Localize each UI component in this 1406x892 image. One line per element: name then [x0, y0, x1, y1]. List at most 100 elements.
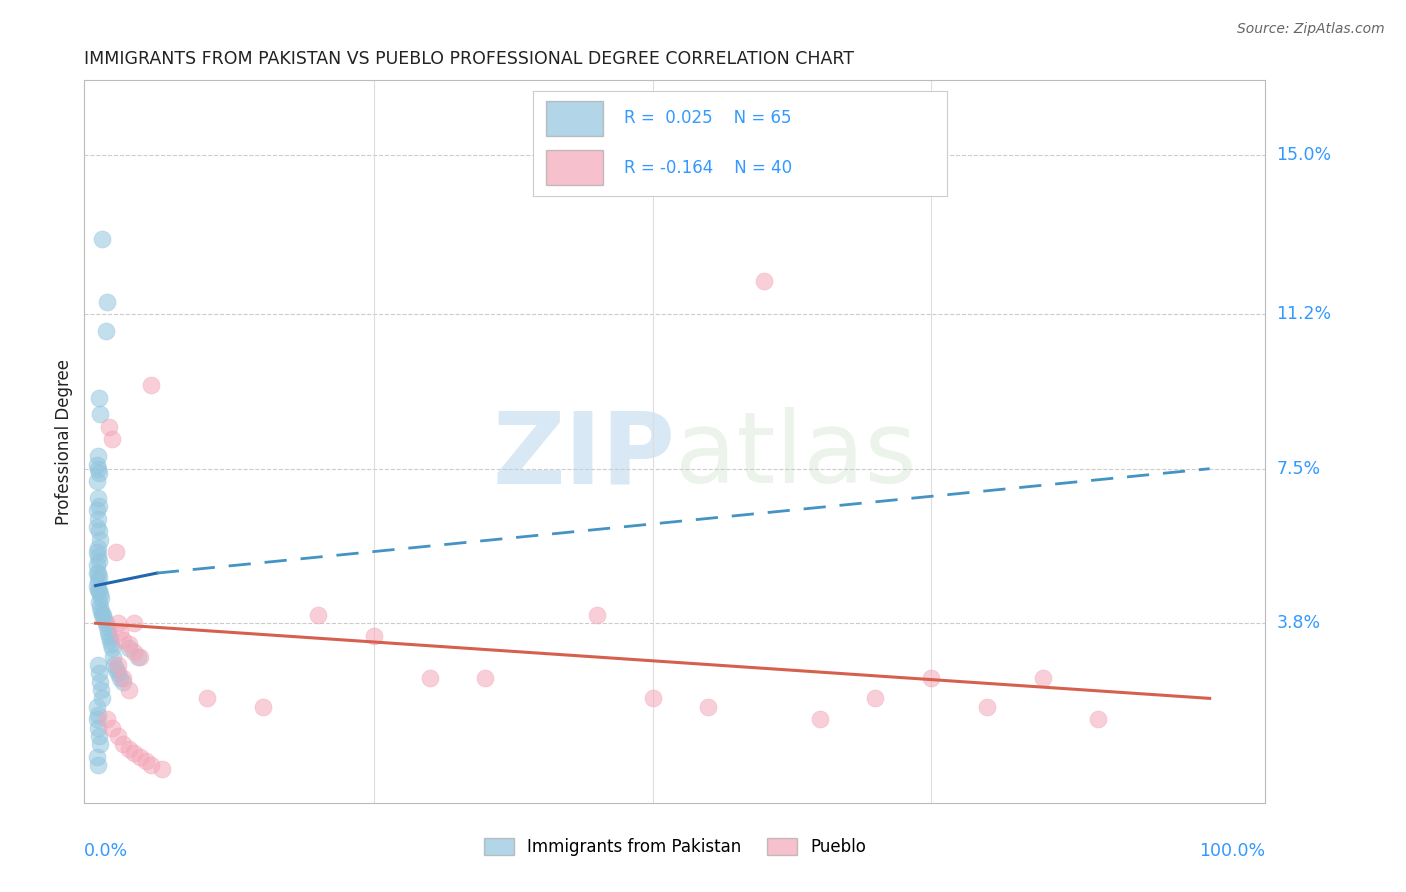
Point	[1087, 712, 1109, 726]
Point	[96, 712, 118, 726]
Point	[87, 449, 110, 463]
Point	[87, 566, 110, 580]
Point	[141, 758, 163, 772]
Point	[118, 741, 141, 756]
Point	[97, 420, 120, 434]
Point	[89, 737, 111, 751]
Point	[86, 474, 108, 488]
Point	[129, 649, 152, 664]
Point	[87, 657, 110, 672]
Point	[107, 729, 129, 743]
Point	[89, 587, 111, 601]
Point	[474, 671, 496, 685]
Point	[87, 708, 110, 723]
Point	[87, 541, 110, 555]
Point	[100, 637, 122, 651]
Point	[112, 737, 135, 751]
Point	[94, 324, 117, 338]
Point	[307, 607, 329, 622]
Point	[87, 729, 110, 743]
Point	[87, 391, 110, 405]
Point	[87, 512, 110, 526]
Point	[363, 629, 385, 643]
Point	[90, 683, 112, 698]
Text: ZIP: ZIP	[492, 408, 675, 505]
Point	[87, 466, 110, 480]
Point	[108, 624, 131, 639]
Point	[118, 641, 141, 656]
Point	[87, 461, 110, 475]
Point	[86, 749, 108, 764]
Point	[107, 616, 129, 631]
Point	[118, 683, 141, 698]
Text: 100.0%: 100.0%	[1199, 842, 1265, 860]
Point	[104, 545, 127, 559]
Point	[97, 629, 120, 643]
Point	[87, 666, 110, 681]
Point	[129, 749, 152, 764]
Y-axis label: Professional Degree: Professional Degree	[55, 359, 73, 524]
Point	[865, 691, 887, 706]
Point	[104, 662, 127, 676]
Point	[697, 699, 720, 714]
Point	[91, 607, 114, 622]
Point	[101, 721, 124, 735]
Point	[112, 674, 135, 689]
Point	[87, 570, 110, 584]
Point	[641, 691, 664, 706]
Point	[87, 491, 110, 505]
Point	[86, 699, 108, 714]
Point	[586, 607, 609, 622]
Text: 15.0%: 15.0%	[1277, 146, 1331, 164]
Point	[87, 595, 110, 609]
Point	[87, 721, 110, 735]
Point	[141, 378, 163, 392]
Point	[103, 657, 125, 672]
Point	[86, 558, 108, 572]
Point	[86, 520, 108, 534]
Point	[86, 566, 108, 580]
Point	[96, 620, 118, 634]
Point	[1032, 671, 1054, 685]
Point	[94, 616, 117, 631]
Point	[89, 533, 111, 547]
Point	[419, 671, 441, 685]
Point	[108, 671, 131, 685]
Point	[87, 582, 110, 597]
Text: 7.5%: 7.5%	[1277, 459, 1320, 478]
Text: 3.8%: 3.8%	[1277, 615, 1320, 632]
Point	[90, 604, 112, 618]
Point	[87, 574, 110, 589]
Point	[101, 433, 124, 447]
Point	[91, 232, 114, 246]
Point	[86, 458, 108, 472]
Point	[96, 294, 118, 309]
Point	[195, 691, 218, 706]
Point	[87, 758, 110, 772]
Point	[808, 712, 831, 726]
Text: atlas: atlas	[675, 408, 917, 505]
Point	[86, 579, 108, 593]
Point	[87, 524, 110, 539]
Point	[101, 641, 124, 656]
Text: 0.0%: 0.0%	[84, 842, 128, 860]
Point	[112, 632, 135, 647]
Point	[87, 500, 110, 514]
Point	[124, 645, 146, 659]
Point	[124, 616, 146, 631]
Legend: Immigrants from Pakistan, Pueblo: Immigrants from Pakistan, Pueblo	[477, 831, 873, 863]
Text: IMMIGRANTS FROM PAKISTAN VS PUEBLO PROFESSIONAL DEGREE CORRELATION CHART: IMMIGRANTS FROM PAKISTAN VS PUEBLO PROFE…	[84, 50, 855, 68]
Point	[87, 549, 110, 564]
Point	[91, 691, 114, 706]
Point	[89, 599, 111, 614]
Point	[86, 503, 108, 517]
Point	[124, 746, 146, 760]
Point	[252, 699, 274, 714]
Point	[87, 582, 110, 597]
Point	[127, 649, 149, 664]
Text: 11.2%: 11.2%	[1277, 305, 1331, 323]
Point	[103, 649, 125, 664]
Point	[91, 607, 114, 622]
Point	[920, 671, 942, 685]
Point	[90, 591, 112, 606]
